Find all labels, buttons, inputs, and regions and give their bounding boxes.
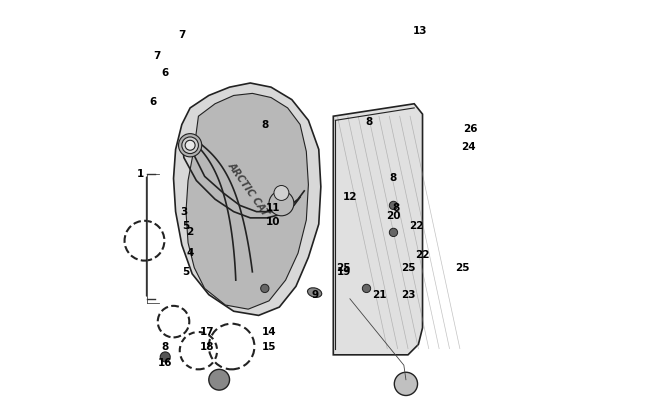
Text: 13: 13 xyxy=(413,26,428,36)
Text: 17: 17 xyxy=(200,327,214,337)
Circle shape xyxy=(274,186,289,200)
Text: 8: 8 xyxy=(162,342,169,352)
Text: 8: 8 xyxy=(392,203,399,212)
Text: 5: 5 xyxy=(183,221,190,231)
Text: 14: 14 xyxy=(262,327,276,337)
Text: 15: 15 xyxy=(262,342,276,352)
Text: 25: 25 xyxy=(401,263,415,273)
Text: 12: 12 xyxy=(343,192,357,202)
Text: 25: 25 xyxy=(337,263,351,273)
Text: 1: 1 xyxy=(136,169,144,179)
Circle shape xyxy=(362,284,370,293)
Text: 21: 21 xyxy=(372,290,386,300)
Text: 8: 8 xyxy=(365,117,372,127)
Circle shape xyxy=(185,140,195,150)
Polygon shape xyxy=(186,93,308,309)
Ellipse shape xyxy=(307,288,322,298)
Polygon shape xyxy=(333,104,422,355)
Polygon shape xyxy=(174,83,321,315)
Text: 16: 16 xyxy=(158,358,172,368)
Text: 10: 10 xyxy=(266,217,280,227)
Circle shape xyxy=(161,352,170,362)
Circle shape xyxy=(395,372,417,395)
Circle shape xyxy=(182,137,198,154)
Circle shape xyxy=(209,369,229,390)
Text: 18: 18 xyxy=(200,342,214,352)
Circle shape xyxy=(179,134,202,157)
Text: 8: 8 xyxy=(390,173,397,183)
Text: ARCTIC CAT: ARCTIC CAT xyxy=(226,160,270,217)
Text: 20: 20 xyxy=(386,211,400,221)
Text: 6: 6 xyxy=(162,68,169,78)
Text: 2: 2 xyxy=(187,227,194,237)
Text: 19: 19 xyxy=(337,267,351,277)
Text: 5: 5 xyxy=(183,267,190,277)
Text: 8: 8 xyxy=(261,120,268,129)
Text: 23: 23 xyxy=(401,290,415,300)
Circle shape xyxy=(261,284,269,293)
Text: 6: 6 xyxy=(149,97,157,107)
Text: 22: 22 xyxy=(409,221,424,231)
Circle shape xyxy=(389,201,398,210)
Text: 7: 7 xyxy=(178,30,185,40)
Text: 11: 11 xyxy=(266,203,280,212)
Text: 9: 9 xyxy=(311,290,318,300)
Text: 26: 26 xyxy=(463,124,478,134)
Text: 24: 24 xyxy=(461,142,476,152)
Text: 25: 25 xyxy=(455,263,469,273)
Text: 4: 4 xyxy=(187,248,194,258)
Text: 22: 22 xyxy=(415,250,430,260)
Text: 7: 7 xyxy=(153,51,161,61)
Text: 3: 3 xyxy=(180,207,187,217)
Circle shape xyxy=(389,228,398,237)
Circle shape xyxy=(269,191,294,216)
